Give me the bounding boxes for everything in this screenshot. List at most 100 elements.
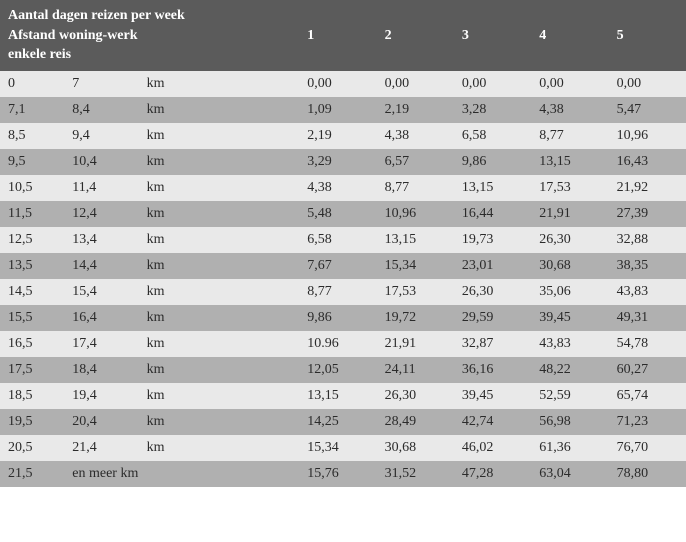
value-day-5: 16,43 — [609, 149, 686, 175]
value-day-4: 48,22 — [531, 357, 608, 383]
value-day-4: 30,68 — [531, 253, 608, 279]
travel-allowance-table: Aantal dagen reizen per week Afstand won… — [0, 0, 686, 487]
value-day-2: 31,52 — [377, 461, 454, 487]
value-day-5: 76,70 — [609, 435, 686, 461]
value-day-5: 60,27 — [609, 357, 686, 383]
value-day-3: 46,02 — [454, 435, 531, 461]
table-row: 11,512,4km5,4810,9616,4421,9127,39 — [0, 201, 686, 227]
value-day-4: 35,06 — [531, 279, 608, 305]
value-day-1: 8,77 — [299, 279, 376, 305]
value-day-2: 28,49 — [377, 409, 454, 435]
table-row: 07km0,000,000,000,000,00 — [0, 71, 686, 97]
value-day-3: 3,28 — [454, 97, 531, 123]
value-day-1: 13,15 — [299, 383, 376, 409]
value-day-2: 2,19 — [377, 97, 454, 123]
value-day-2: 26,30 — [377, 383, 454, 409]
value-day-1: 15,76 — [299, 461, 376, 487]
value-day-1: 9,86 — [299, 305, 376, 331]
table-row: 8,59,4km2,194,386,588,7710,96 — [0, 123, 686, 149]
value-day-1: 4,38 — [299, 175, 376, 201]
value-day-3: 26,30 — [454, 279, 531, 305]
value-day-3: 9,86 — [454, 149, 531, 175]
range-from: 14,5 — [0, 279, 64, 305]
value-day-2: 30,68 — [377, 435, 454, 461]
value-day-1: 2,19 — [299, 123, 376, 149]
range-from: 7,1 — [0, 97, 64, 123]
value-day-5: 32,88 — [609, 227, 686, 253]
value-day-3: 42,74 — [454, 409, 531, 435]
value-day-5: 5,47 — [609, 97, 686, 123]
value-day-5: 65,74 — [609, 383, 686, 409]
range-from: 20,5 — [0, 435, 64, 461]
value-day-4: 26,30 — [531, 227, 608, 253]
range-to-open: en meer km — [64, 461, 299, 487]
range-from: 8,5 — [0, 123, 64, 149]
header-day-2: 2 — [377, 0, 454, 71]
table-row: 20,521,4km15,3430,6846,0261,3676,70 — [0, 435, 686, 461]
value-day-2: 19,72 — [377, 305, 454, 331]
range-from: 13,5 — [0, 253, 64, 279]
range-from: 11,5 — [0, 201, 64, 227]
range-to: 19,4 — [64, 383, 138, 409]
range-unit: km — [139, 175, 300, 201]
value-day-1: 15,34 — [299, 435, 376, 461]
range-unit: km — [139, 279, 300, 305]
table-row: 9,510,4km3,296,579,8613,1516,43 — [0, 149, 686, 175]
table-row: 7,18,4km1,092,193,284,385,47 — [0, 97, 686, 123]
range-from: 18,5 — [0, 383, 64, 409]
value-day-1: 10.96 — [299, 331, 376, 357]
value-day-3: 32,87 — [454, 331, 531, 357]
value-day-4: 17,53 — [531, 175, 608, 201]
value-day-4: 21,91 — [531, 201, 608, 227]
value-day-3: 39,45 — [454, 383, 531, 409]
value-day-3: 23,01 — [454, 253, 531, 279]
range-unit: km — [139, 253, 300, 279]
range-unit: km — [139, 305, 300, 331]
header-left-block: Aantal dagen reizen per week Afstand won… — [0, 0, 299, 71]
range-unit: km — [139, 357, 300, 383]
value-day-5: 27,39 — [609, 201, 686, 227]
value-day-2: 21,91 — [377, 331, 454, 357]
value-day-5: 43,83 — [609, 279, 686, 305]
header-line-1: Aantal dagen reizen per week — [8, 6, 291, 26]
header-day-5: 5 — [609, 0, 686, 71]
range-to: 8,4 — [64, 97, 138, 123]
header-day-1: 1 — [299, 0, 376, 71]
range-unit: km — [139, 227, 300, 253]
value-day-5: 21,92 — [609, 175, 686, 201]
range-to: 15,4 — [64, 279, 138, 305]
value-day-5: 54,78 — [609, 331, 686, 357]
header-line-3: enkele reis — [8, 45, 291, 65]
table-row: 15,516,4km9,8619,7229,5939,4549,31 — [0, 305, 686, 331]
value-day-2: 10,96 — [377, 201, 454, 227]
value-day-4: 52,59 — [531, 383, 608, 409]
value-day-3: 47,28 — [454, 461, 531, 487]
table-row: 13,514,4km7,6715,3423,0130,6838,35 — [0, 253, 686, 279]
range-from: 10,5 — [0, 175, 64, 201]
range-unit: km — [139, 383, 300, 409]
range-unit: km — [139, 123, 300, 149]
table-row: 21,5en meer km15,7631,5247,2863,0478,80 — [0, 461, 686, 487]
value-day-1: 14,25 — [299, 409, 376, 435]
range-unit: km — [139, 201, 300, 227]
range-unit: km — [139, 71, 300, 97]
value-day-1: 0,00 — [299, 71, 376, 97]
value-day-2: 0,00 — [377, 71, 454, 97]
value-day-3: 0,00 — [454, 71, 531, 97]
range-to: 20,4 — [64, 409, 138, 435]
table-row: 14,515,4km8,7717,5326,3035,0643,83 — [0, 279, 686, 305]
table-row: 19,520,4km14,2528,4942,7456,9871,23 — [0, 409, 686, 435]
table-header-row: Aantal dagen reizen per week Afstand won… — [0, 0, 686, 71]
range-from: 21,5 — [0, 461, 64, 487]
range-unit: km — [139, 97, 300, 123]
range-to: 10,4 — [64, 149, 138, 175]
value-day-1: 12,05 — [299, 357, 376, 383]
value-day-3: 6,58 — [454, 123, 531, 149]
value-day-4: 13,15 — [531, 149, 608, 175]
header-day-4: 4 — [531, 0, 608, 71]
value-day-4: 56,98 — [531, 409, 608, 435]
value-day-5: 38,35 — [609, 253, 686, 279]
table-row: 18,519,4km13,1526,3039,4552,5965,74 — [0, 383, 686, 409]
value-day-3: 13,15 — [454, 175, 531, 201]
value-day-3: 16,44 — [454, 201, 531, 227]
